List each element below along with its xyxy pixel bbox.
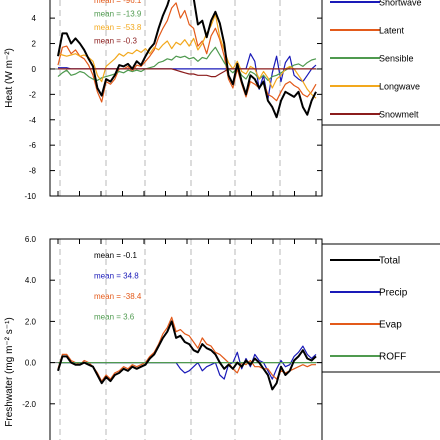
legend-label-precip: Precip	[379, 288, 408, 299]
heat-legend: Shortwave Latent Sensible Longwave Snowmelt	[321, 0, 440, 126]
y-tick-label-1: -2.0	[22, 400, 36, 409]
y-tick-label-0: -10	[24, 192, 36, 201]
legend-label-longwave: Longwave	[379, 82, 420, 92]
series-line-total	[57, 0, 317, 119]
mean-annotation-2: mean = -38.4	[94, 292, 142, 301]
mean-annotation-0: mean = -0.1	[94, 251, 137, 260]
legend-label-latent: Latent	[379, 26, 405, 36]
y-tick-label-4: -2	[29, 90, 37, 99]
y-tick-label-2: -6	[29, 141, 37, 150]
legend-label-shortwave: Shortwave	[379, 0, 422, 8]
series-line-snowmelt	[58, 68, 316, 78]
y-tick-label-5: 6.0	[25, 235, 37, 244]
y-tick-label-3: 2.0	[25, 317, 37, 326]
legend-label-roff: ROFF	[379, 352, 406, 363]
legend-label-snowmelt: Snowmelt	[379, 110, 419, 120]
legend-box	[321, 243, 440, 373]
mean-annotation-2: mean = -53.8	[94, 23, 142, 32]
mean-annotation-1: mean = 34.8	[94, 272, 139, 281]
heat-gridlines	[59, 0, 281, 196]
y-tick-label-2: 0.0	[25, 359, 37, 368]
legend-box	[321, 0, 440, 126]
y-tick-label-1: -8	[29, 167, 37, 176]
y-tick-label-3: -4	[29, 116, 37, 125]
mean-annotation-3: mean = 3.6	[94, 313, 135, 322]
heat-series	[57, 0, 317, 119]
freshwater-legend: Total Precip Evap ROFF	[321, 243, 440, 373]
series-line-total	[57, 320, 317, 391]
y-tick-label-7: 4	[32, 14, 37, 23]
y-tick-label-6: 2	[32, 40, 37, 49]
legend-label-total: Total	[379, 256, 400, 267]
y-tick-label-5: 0	[32, 65, 37, 74]
legend-label-sensible: Sensible	[379, 54, 414, 64]
heat-y-ticks: -10-8-6-4-20246	[24, 14, 322, 201]
mean-annotation-3: mean = -0.3	[94, 37, 137, 46]
series-line-sensible	[57, 46, 317, 82]
heat-x-ticks	[57, 191, 317, 196]
legend-label-evap: Evap	[379, 320, 402, 331]
y-tick-label-4: 4.0	[25, 276, 37, 285]
mean-annotation-1: mean = -13.9	[94, 10, 142, 19]
series-line-longwave	[57, 13, 317, 99]
heat-mean-annotations: mean = -96.1 mean = -13.9 mean = -53.8 mean…	[94, 0, 142, 46]
freshwater-gridlines	[59, 239, 281, 440]
freshwater-series	[57, 316, 317, 391]
freshwater-mean-annotations: mean = -0.1 mean = 34.8 mean = -38.4 mean =…	[94, 251, 142, 322]
heat-y-axis-label: Heat (W m⁻²)	[4, 48, 15, 108]
mean-annotation-0: mean = -96.1	[94, 0, 142, 5]
freshwater-y-axis-label: Freshwater (mg m⁻² s⁻¹)	[4, 317, 15, 426]
freshwater-y-ticks: -4.0-2.00.02.04.06.0	[22, 235, 322, 409]
freshwater-x-ticks	[57, 239, 317, 244]
series-line-latent	[57, 2, 317, 103]
